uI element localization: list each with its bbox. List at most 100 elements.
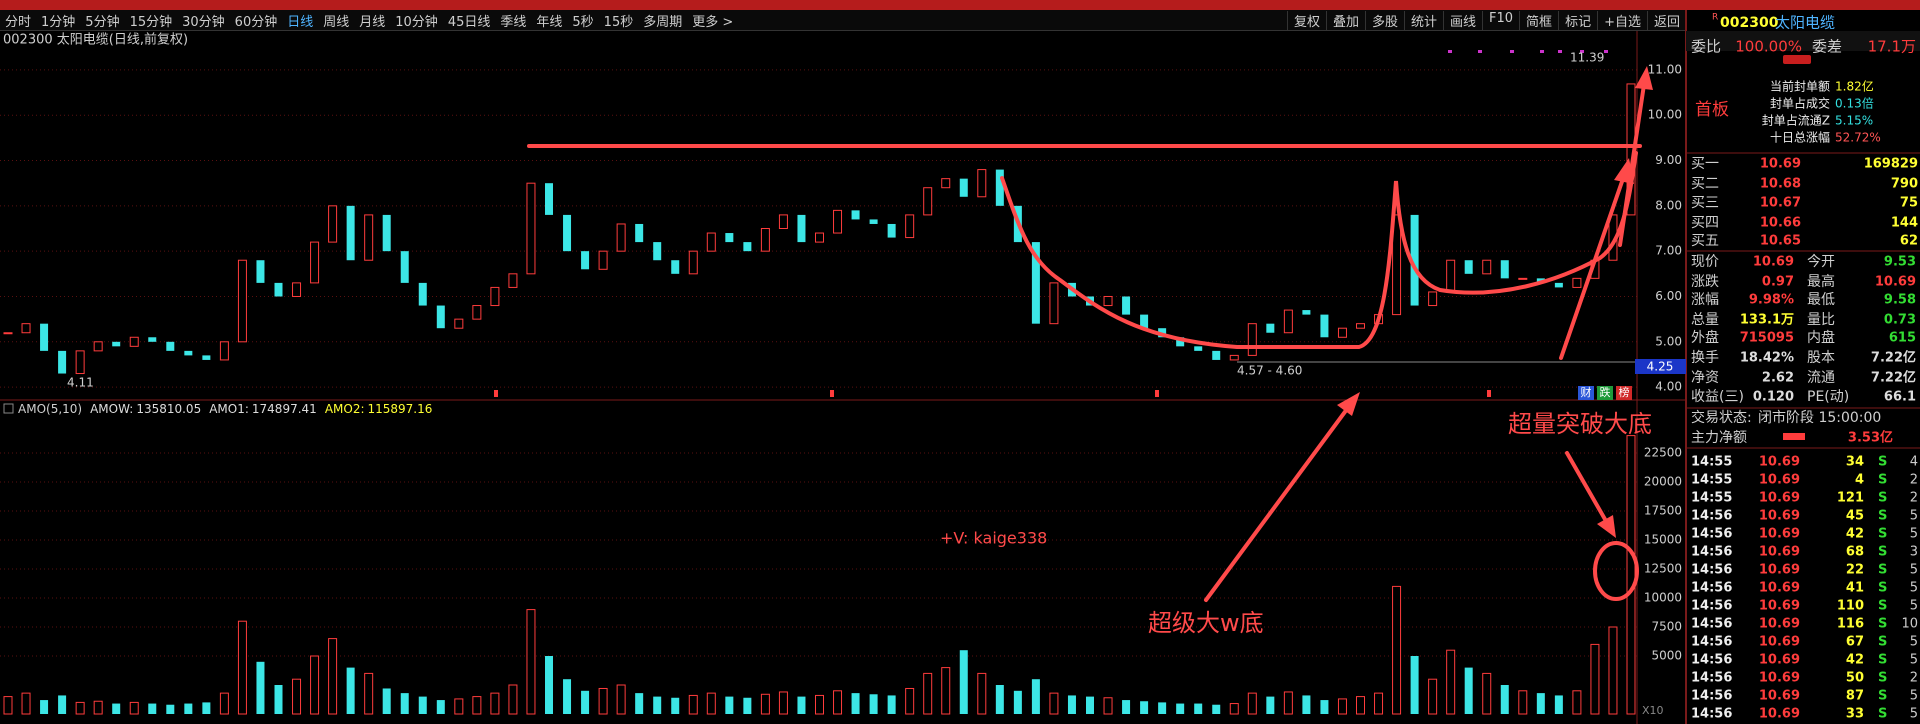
trade-side: S (1878, 689, 1887, 704)
trade-time: 14:56 (1691, 527, 1732, 542)
candle (472, 305, 482, 320)
candle (653, 242, 662, 261)
tool-button[interactable]: 复权 (1286, 10, 1326, 30)
y-tick-label: 17500 (1644, 504, 1682, 518)
volume-bar (778, 691, 788, 715)
period-tab[interactable]: 更多 > (692, 14, 734, 30)
main-bg (0, 31, 1686, 724)
bid-volume: 75 (1900, 196, 1918, 211)
period-tab[interactable]: 60分钟 (234, 14, 278, 30)
event-markers (494, 390, 1491, 397)
badge: 财 (1581, 385, 1592, 399)
flow-label: 主力净额 (1691, 430, 1747, 446)
trade-count: 3 (1910, 545, 1918, 560)
volume-bar (887, 695, 896, 714)
candle (418, 282, 427, 306)
period-tab[interactable]: 多周期 (643, 14, 683, 30)
period-tab[interactable]: 15秒 (603, 14, 634, 30)
stat-value: 9.53 (1884, 255, 1916, 270)
bid-volume: 790 (1891, 177, 1918, 192)
volume-bar (1374, 692, 1384, 715)
period-tab[interactable]: 10分钟 (395, 14, 438, 30)
period-tab[interactable]: 日线 (287, 14, 314, 30)
tool-button[interactable]: 画线 (1443, 10, 1482, 30)
stat-label: 最高 (1807, 273, 1835, 290)
trade-side: S (1878, 635, 1887, 650)
trade-side: S (1878, 617, 1887, 632)
candle (1428, 291, 1438, 307)
arrow-line (1618, 76, 1647, 247)
period-tab[interactable]: 季线 (500, 14, 527, 30)
volume-bar (635, 693, 644, 714)
trade-time: 14:55 (1691, 455, 1732, 470)
volume-bar (1013, 690, 1022, 714)
volume-bar (653, 696, 662, 714)
candle (274, 282, 283, 297)
candle (1554, 282, 1563, 288)
period-tab[interactable]: 30分钟 (182, 14, 225, 30)
volume-bar (815, 694, 824, 715)
candle (3, 332, 13, 335)
volume-bar (1392, 585, 1402, 715)
toolbar: 分时 1分钟 5分钟 15分钟 30分钟 60分钟 日线 周线 月线 10分钟 45日线 季线 年线 5秒… (0, 10, 1686, 31)
badge: R (1712, 13, 1718, 23)
volume-bar (346, 667, 355, 714)
y-tick-label: 8.00 (1655, 198, 1682, 212)
trade-volume: 67 (1846, 635, 1864, 650)
arrow-head (1614, 158, 1634, 184)
tool-button[interactable]: F10 (1482, 10, 1519, 30)
stat-value: 615 (1889, 331, 1916, 346)
period-tab[interactable]: 年线 (536, 14, 563, 30)
trade-count: 4 (1910, 455, 1918, 470)
stat-label: 量比 (1807, 312, 1835, 328)
tool-button[interactable]: 叠加 (1325, 10, 1365, 30)
volume-bar (905, 687, 915, 715)
period-tab[interactable]: 周线 (323, 14, 350, 30)
tool-button[interactable]: 多股 (1364, 10, 1404, 30)
badge: 跌 (1600, 385, 1611, 399)
volume-bar (1446, 649, 1456, 715)
trade-price: 10.69 (1759, 689, 1800, 704)
candle (58, 350, 67, 374)
bid-price: 10.65 (1760, 234, 1801, 249)
stock-code: 002300 (1720, 15, 1779, 31)
period-tab[interactable]: 45日线 (447, 14, 491, 30)
volume-bar (129, 701, 139, 715)
stat-label: 总量 (1691, 312, 1719, 328)
stat-value: 0.73 (1884, 313, 1916, 328)
candle (1176, 337, 1185, 347)
stat-value: 7.22亿 (1871, 370, 1916, 386)
tool-button[interactable]: 返回 (1646, 10, 1686, 30)
volume-bar (219, 692, 229, 715)
candle (328, 205, 338, 243)
y-tick-label: 9.00 (1655, 153, 1682, 167)
period-tab[interactable]: 1分钟 (41, 14, 76, 30)
trade-count: 5 (1910, 527, 1918, 542)
seal-label: 十日总涨幅 (1770, 130, 1830, 145)
bid-label: 买一 (1691, 156, 1719, 172)
period-tab[interactable]: 月线 (359, 14, 386, 30)
candle (833, 209, 843, 234)
tool-button[interactable]: 统计 (1403, 10, 1443, 30)
period-tab[interactable]: 15分钟 (129, 14, 173, 30)
period-tab[interactable]: 分时 (5, 14, 32, 30)
period-tab[interactable]: 5分钟 (85, 14, 120, 30)
tool-button[interactable]: 标记 (1558, 10, 1597, 30)
bid-price: 10.67 (1760, 196, 1801, 211)
stat-label: PE(动) (1807, 389, 1849, 405)
volume-bar (472, 696, 482, 715)
panel-button[interactable] (1783, 55, 1811, 64)
volume-bar (1158, 702, 1167, 714)
tool-button[interactable]: 简框 (1519, 10, 1558, 30)
stat-value: 10.69 (1875, 275, 1916, 290)
stat-value: 7.22亿 (1871, 350, 1916, 366)
candle (706, 232, 716, 252)
candle (1392, 214, 1402, 316)
trade-count: 5 (1910, 563, 1918, 578)
bid-label: 买五 (1691, 233, 1719, 249)
tool-button[interactable]: +自选 (1597, 10, 1647, 30)
period-tab[interactable]: 5秒 (572, 14, 594, 30)
candle (581, 251, 590, 270)
trade-side: S (1878, 599, 1887, 614)
volume-bar (1212, 704, 1221, 714)
